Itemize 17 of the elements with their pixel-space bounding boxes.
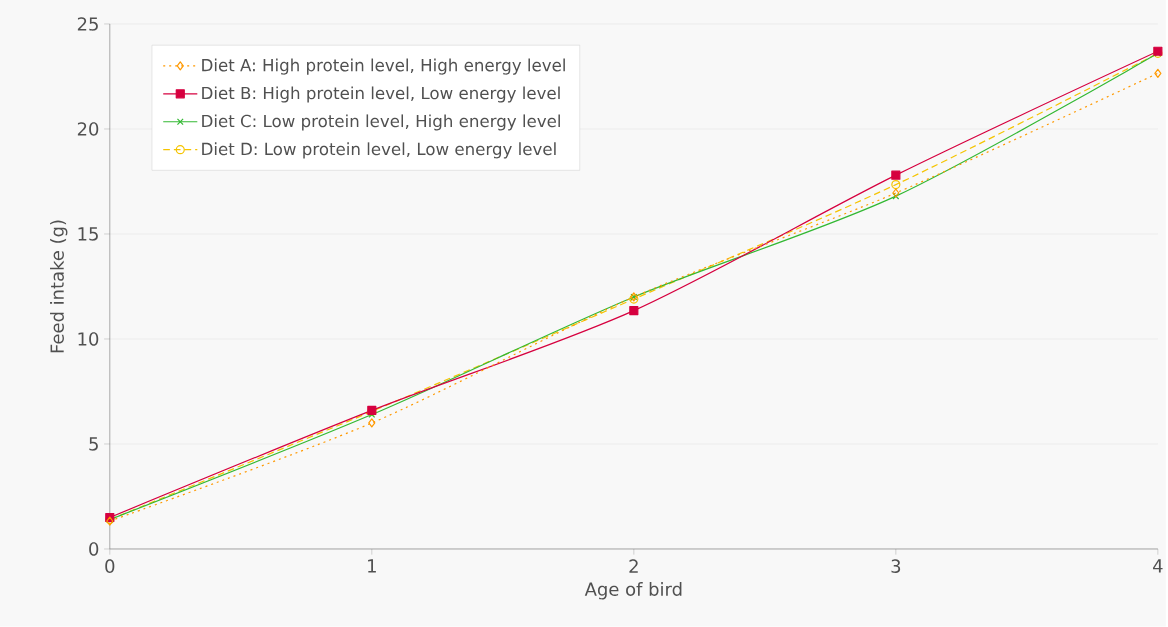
x-tick-label: 0 [105, 559, 115, 574]
legend-label: Diet C: Low protein level, High energy level [202, 114, 560, 131]
x-tick-label: 2 [629, 559, 638, 573]
legend-label: Diet B: High protein level, Low energy level [202, 86, 560, 103]
x-axis-title: Age of bird [584, 582, 682, 600]
legend-label: Diet A: High protein level, High energy level [202, 58, 565, 75]
y-tick-label: 0 [89, 542, 99, 556]
y-tick-label: 25 [77, 17, 98, 31]
legend-label: Diet D: Low protein level, Low energy level [202, 142, 556, 159]
y-tick-label: 5 [89, 437, 98, 451]
x-tick-label: 3 [891, 559, 901, 574]
y-tick-label: 15 [78, 227, 98, 241]
y-tick-label: 10 [78, 332, 99, 346]
y-axis-title: Feed intake (g) [50, 220, 68, 353]
y-tick-label: 20 [77, 122, 99, 136]
x-tick-label: 4 [1153, 559, 1163, 573]
x-tick-label: 1 [368, 559, 376, 573]
